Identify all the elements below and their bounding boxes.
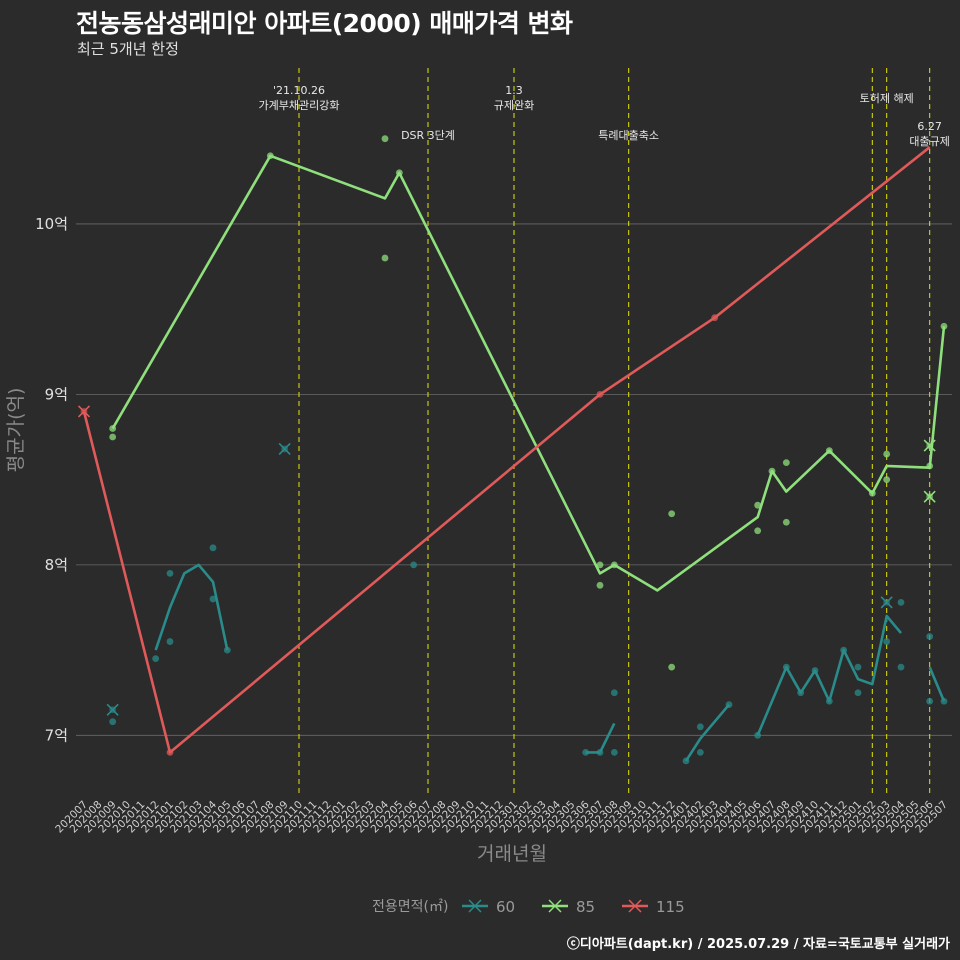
data-point xyxy=(410,561,418,569)
event-label: 특례대출축소 xyxy=(598,129,659,142)
data-point xyxy=(381,135,389,143)
data-point xyxy=(782,518,790,526)
data-point xyxy=(610,748,618,756)
data-point xyxy=(883,638,891,645)
data-point xyxy=(596,561,604,569)
legend: 전용면적(㎡) 60 85 115 xyxy=(372,898,685,916)
legend-label: 60 xyxy=(496,898,515,916)
data-point xyxy=(754,527,762,535)
series-60 xyxy=(106,442,948,765)
data-point xyxy=(582,748,590,756)
data-point xyxy=(782,459,790,466)
event-label: 대출규제 xyxy=(909,135,949,148)
cross-marker xyxy=(77,405,91,418)
cross-marker xyxy=(923,490,936,503)
data-point xyxy=(166,638,174,645)
event-label: 1.3 xyxy=(505,84,523,97)
series-layer xyxy=(77,135,948,765)
y-tick-label: 10억 xyxy=(35,215,68,233)
chart-title: 전농동삼성래미안 아파트(2000) 매매가격 변화 xyxy=(76,9,573,38)
source-caption: ⓒ디아파트(dapt.kr) / 2025.07.29 / 자료=국토교통부 실… xyxy=(566,937,950,952)
cross-marker xyxy=(106,703,119,716)
cross-marker xyxy=(880,596,893,609)
data-point xyxy=(696,723,704,731)
event-label: 규제완화 xyxy=(494,99,534,112)
cross-marker xyxy=(923,439,936,452)
series-line xyxy=(111,154,946,592)
data-point xyxy=(381,254,389,262)
chart-subtitle: 최근 5개년 한정 xyxy=(77,40,179,58)
legend-title: 전용면적(㎡) xyxy=(372,899,448,915)
y-axis-ticks: 7억 8억 9억 10억 xyxy=(35,215,68,744)
legend-item-60: 60 xyxy=(462,898,515,916)
data-point xyxy=(897,598,905,606)
series-line xyxy=(756,614,902,736)
event-label: 토허제 해제 xyxy=(860,91,914,105)
legend-item-115: 115 xyxy=(622,898,685,916)
data-point xyxy=(883,476,891,484)
data-point xyxy=(109,718,117,726)
series-85 xyxy=(109,135,948,671)
y-tick-label: 9억 xyxy=(45,385,68,403)
data-point xyxy=(668,510,676,518)
data-point xyxy=(166,569,174,577)
data-point xyxy=(754,501,762,509)
y-tick-label: 8억 xyxy=(45,556,68,574)
x-axis-ticks: 2020072020082020092020102020112020122021… xyxy=(53,798,950,835)
data-point xyxy=(610,689,618,697)
legend-label: 85 xyxy=(576,898,595,916)
data-point xyxy=(854,689,862,697)
series-115 xyxy=(77,146,931,756)
series-line xyxy=(928,666,946,702)
event-label: 가계부채관리강화 xyxy=(259,99,340,112)
event-label: 6.27 xyxy=(917,120,942,133)
data-point xyxy=(883,450,891,458)
series-line xyxy=(154,563,229,651)
data-point xyxy=(926,697,934,705)
data-point xyxy=(596,581,604,589)
event-label: '21.10.26 xyxy=(273,84,325,97)
gridlines xyxy=(76,223,952,736)
data-point xyxy=(897,663,905,671)
data-point xyxy=(209,595,217,603)
data-point xyxy=(152,655,160,663)
y-tick-label: 7억 xyxy=(45,726,68,744)
data-point xyxy=(209,544,217,552)
event-label: DSR 3단계 xyxy=(401,129,455,142)
x-axis-label: 거래년월 xyxy=(477,843,547,865)
data-point xyxy=(926,633,934,640)
cross-marker xyxy=(278,442,291,456)
series-line xyxy=(585,722,616,754)
series-line xyxy=(684,703,730,762)
data-point xyxy=(696,748,704,756)
y-axis-label: 평균가(억) xyxy=(5,388,27,473)
data-point xyxy=(668,663,676,671)
legend-item-85: 85 xyxy=(542,898,595,916)
data-point xyxy=(109,433,117,441)
data-point xyxy=(854,663,862,671)
series-line xyxy=(82,146,931,754)
legend-label: 115 xyxy=(656,898,685,916)
